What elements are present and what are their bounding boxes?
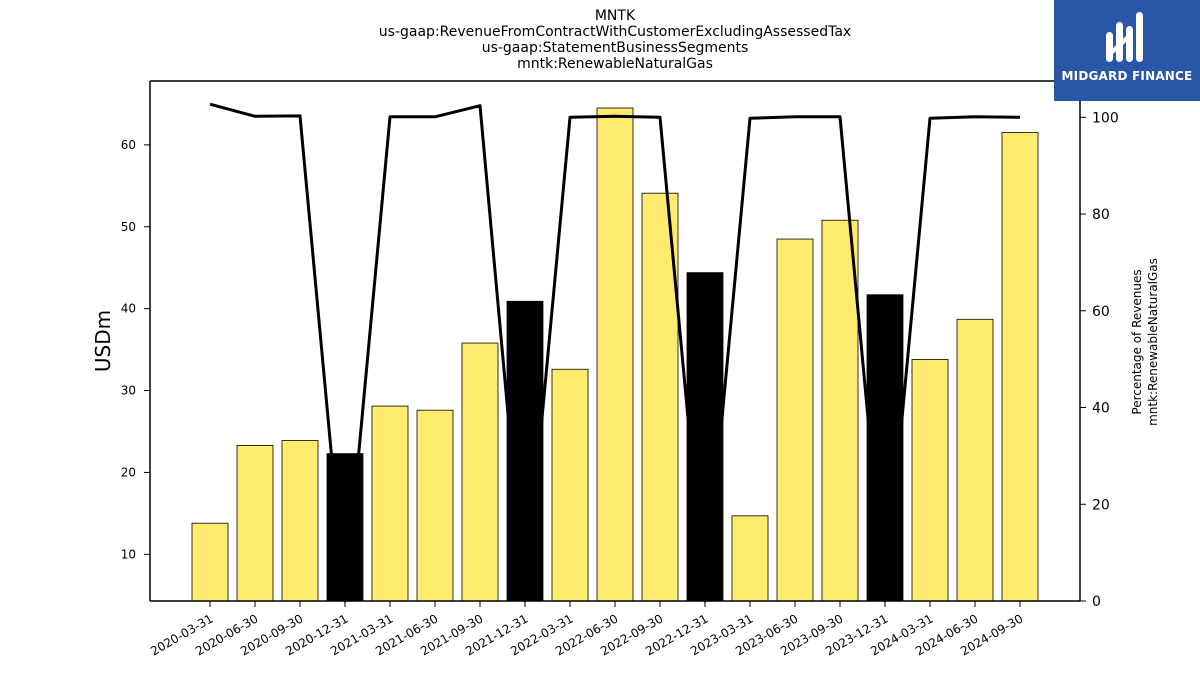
left-axis-ticks: 10 20 30 40 50 60 — [121, 138, 150, 561]
y2-tick-label: 80 — [1092, 207, 1110, 223]
bar-2021-06-30 — [416, 409, 454, 602]
y-tick-label: 10 — [121, 547, 136, 561]
chart-title: MNTKus-gaap:RevenueFromContractWithCusto… — [379, 8, 851, 72]
bar-2023-06-30 — [776, 238, 814, 602]
axes — [149, 80, 1081, 602]
bar-2022-06-30 — [596, 107, 634, 602]
bar-2020-09-30 — [281, 440, 319, 602]
title-line: us-gaap:RevenueFromContractWithCustomerE… — [379, 24, 851, 40]
bar-2020-06-30 — [236, 445, 274, 602]
y-tick-label: 20 — [121, 465, 136, 479]
y-tick-label: 40 — [121, 302, 136, 316]
y2-tick-label: 40 — [1092, 401, 1110, 417]
title-line: mntk:RenewableNaturalGas — [517, 56, 713, 72]
y-tick-label: 60 — [121, 138, 136, 152]
bar-2022-03-31 — [551, 368, 589, 602]
bar-2024-03-31 — [911, 359, 949, 602]
y-axis-label: USDm — [91, 310, 115, 372]
y-tick-label: 50 — [121, 220, 136, 234]
bar-2021-03-31 — [371, 405, 409, 602]
bar-2021-12-31 — [506, 300, 544, 602]
bar-2023-12-31 — [866, 294, 904, 602]
y-tick-label: 30 — [121, 384, 136, 398]
y2-tick-label: 20 — [1092, 497, 1110, 513]
logo-text: MIDGARD FINANCE — [1061, 69, 1193, 83]
right-axis-ticks: 0 20 40 60 80 100 — [1080, 110, 1119, 610]
bar-2022-12-31 — [686, 272, 724, 602]
bar-series — [191, 107, 1039, 602]
title-line: MNTK — [595, 8, 636, 24]
y2-tick-label: 100 — [1092, 110, 1119, 126]
y2-tick-label: 60 — [1092, 304, 1110, 320]
title-line: us-gaap:StatementBusinessSegments — [482, 40, 749, 56]
right-axis-label-line: Percentage of Revenues — [1130, 269, 1144, 414]
bar-2020-03-31 — [191, 522, 229, 602]
bar-2021-09-30 — [461, 342, 499, 602]
logo-mark-icon — [1106, 12, 1143, 62]
right-axis-label-line: mntk:RenewableNaturalGas — [1146, 258, 1160, 426]
y2-tick-label: 0 — [1092, 594, 1101, 610]
bar-2024-06-30 — [956, 318, 994, 602]
x-axis-ticks: 2020-03-312020-06-302020-09-302020-12-31… — [148, 601, 1026, 658]
right-axis-label: Percentage of Revenues mntk:RenewableNatu… — [1130, 258, 1160, 426]
bar-2023-09-30 — [821, 219, 859, 602]
bar-2023-03-31 — [731, 515, 769, 602]
bar-2024-09-30 — [1001, 132, 1039, 602]
brand-logo: MIDGARD FINANCE — [1054, 0, 1200, 101]
